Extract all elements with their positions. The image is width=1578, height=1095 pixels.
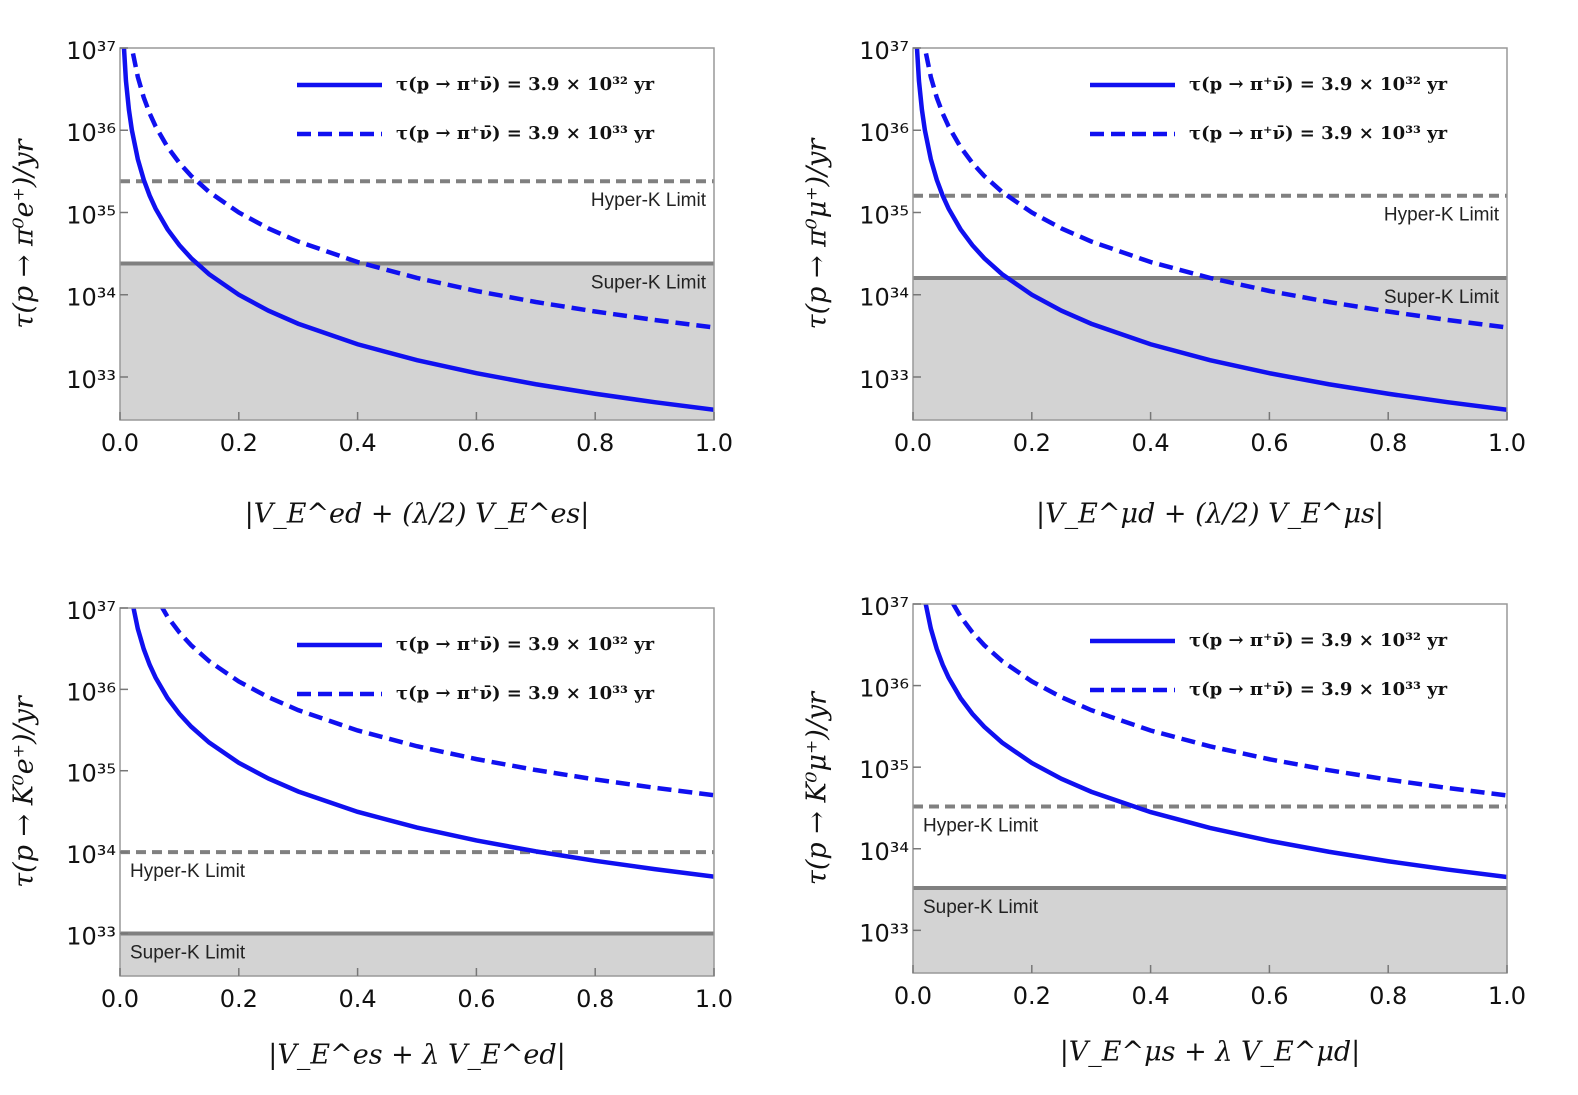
x-axis-label: |V_E^μd + (λ/2) V_E^μs|	[1036, 499, 1384, 530]
excluded-region	[120, 933, 714, 976]
series-line	[923, 604, 1507, 880]
y-axis-label: τ(p → π⁰μ⁺)/yr	[802, 137, 833, 330]
panel: Hyper-K Limit Super-K Limit 10³³ 10³⁴ 10³⁵ 10…	[802, 593, 1527, 1068]
y-tick-label: 10³⁶	[859, 119, 909, 147]
x-axis-label: |V_E^es + λ V_E^ed|	[268, 1040, 565, 1071]
y-tick-label: 10³⁴	[66, 841, 116, 869]
y-tick-label: 10³⁵	[859, 756, 909, 784]
y-tick-label: 10³⁴	[859, 284, 909, 312]
x-tick-label: 0.4	[1132, 982, 1170, 1010]
x-tick-label: 0.8	[576, 985, 614, 1013]
series-line	[914, 48, 1507, 412]
x-tick-label: 0.2	[220, 985, 258, 1013]
x-tick-label: 0.2	[220, 429, 258, 457]
plot-frame	[119, 607, 715, 977]
x-tick-label: 0.0	[101, 985, 139, 1013]
limit-label: Super-K Limit	[130, 942, 246, 963]
panel: Hyper-K Limit Super-K Limit 10³³ 10³⁴ 10³⁵ 10…	[9, 597, 734, 1071]
x-tick-label: 0.2	[1013, 982, 1051, 1010]
legend-label: τ(p → π⁺ν̄) = 3.9 × 10³³ yr	[396, 123, 655, 144]
y-tick-label: 10³⁶	[66, 119, 116, 147]
plot-content	[913, 48, 1507, 420]
x-tick-label: 0.4	[1132, 429, 1170, 457]
y-tick-label: 10³⁷	[66, 37, 116, 65]
limit-label: Super-K Limit	[591, 272, 707, 293]
y-axis-label: τ(p → K⁰μ⁺)/yr	[802, 690, 833, 885]
legend-label: τ(p → π⁺ν̄) = 3.9 × 10³² yr	[396, 634, 655, 655]
x-axis-label: |V_E^ed + (λ/2) V_E^es|	[245, 499, 590, 530]
plot-frame	[912, 47, 1508, 421]
series-line	[159, 608, 714, 798]
excluded-region	[913, 888, 1507, 973]
x-tick-label: 1.0	[1488, 429, 1526, 457]
x-axis-label: |V_E^μs + λ V_E^μd|	[1060, 1037, 1361, 1068]
y-tick-label: 10³⁵	[859, 201, 909, 229]
x-tick-label: 1.0	[1488, 982, 1526, 1010]
y-tick-label: 10³⁴	[66, 284, 116, 312]
x-tick-label: 0.8	[1369, 429, 1407, 457]
limit-label: Super-K Limit	[1384, 287, 1500, 308]
plot-content	[120, 608, 714, 976]
plot-content	[120, 48, 714, 420]
legend-label: τ(p → π⁺ν̄) = 3.9 × 10³² yr	[1189, 630, 1448, 651]
y-axis-label: τ(p → π⁰e⁺)/yr	[9, 137, 40, 328]
x-tick-label: 0.4	[339, 429, 377, 457]
series-line	[121, 48, 714, 412]
x-tick-label: 0.4	[339, 985, 377, 1013]
legend-label: τ(p → π⁺ν̄) = 3.9 × 10³² yr	[1189, 74, 1448, 95]
legend-label: τ(p → π⁺ν̄) = 3.9 × 10³² yr	[396, 74, 655, 95]
y-tick-label: 10³³	[66, 366, 116, 394]
y-tick-label: 10³⁵	[66, 201, 116, 229]
y-tick-label: 10³³	[859, 366, 909, 394]
y-tick-label: 10³⁶	[859, 675, 909, 703]
x-tick-label: 0.6	[457, 985, 495, 1013]
x-tick-label: 1.0	[695, 985, 733, 1013]
series-line	[131, 608, 714, 879]
limit-label: Hyper-K Limit	[1384, 205, 1500, 226]
y-tick-label: 10³⁴	[859, 838, 909, 866]
x-tick-label: 0.6	[457, 429, 495, 457]
panel: Hyper-K Limit Super-K Limit 10³³ 10³⁴ 10³⁵ 10…	[9, 37, 734, 530]
series-line	[950, 604, 1507, 798]
x-tick-label: 0.2	[1013, 429, 1051, 457]
legend-label: τ(p → π⁺ν̄) = 3.9 × 10³³ yr	[396, 683, 655, 704]
x-tick-label: 0.0	[894, 982, 932, 1010]
y-tick-label: 10³⁷	[859, 37, 909, 65]
x-tick-label: 0.8	[576, 429, 614, 457]
x-tick-label: 0.6	[1250, 429, 1288, 457]
plot-frame	[912, 603, 1508, 974]
series-line	[922, 48, 1507, 330]
legend-label: τ(p → π⁺ν̄) = 3.9 × 10³³ yr	[1189, 679, 1448, 700]
y-axis-label: τ(p → K⁰e⁺)/yr	[9, 694, 40, 888]
legend-label: τ(p → π⁺ν̄) = 3.9 × 10³³ yr	[1189, 123, 1448, 144]
x-tick-label: 0.0	[894, 429, 932, 457]
y-tick-label: 10³⁷	[859, 593, 909, 621]
panel: Hyper-K Limit Super-K Limit 10³³ 10³⁴ 10³⁵ 10…	[802, 37, 1527, 530]
y-tick-label: 10³³	[859, 919, 909, 947]
series-line	[129, 48, 714, 330]
y-tick-label: 10³⁵	[66, 760, 116, 788]
limit-label: Hyper-K Limit	[923, 815, 1039, 836]
y-tick-label: 10³³	[66, 922, 116, 950]
x-tick-label: 1.0	[695, 429, 733, 457]
plot-content	[913, 604, 1507, 973]
y-tick-label: 10³⁶	[66, 678, 116, 706]
x-tick-label: 0.6	[1250, 982, 1288, 1010]
limit-label: Super-K Limit	[923, 897, 1039, 918]
limit-label: Hyper-K Limit	[591, 190, 707, 211]
x-tick-label: 0.8	[1369, 982, 1407, 1010]
limit-label: Hyper-K Limit	[130, 861, 246, 882]
excluded-region	[120, 263, 714, 420]
x-tick-label: 0.0	[101, 429, 139, 457]
plot-frame	[119, 47, 715, 421]
y-tick-label: 10³⁷	[66, 597, 116, 625]
